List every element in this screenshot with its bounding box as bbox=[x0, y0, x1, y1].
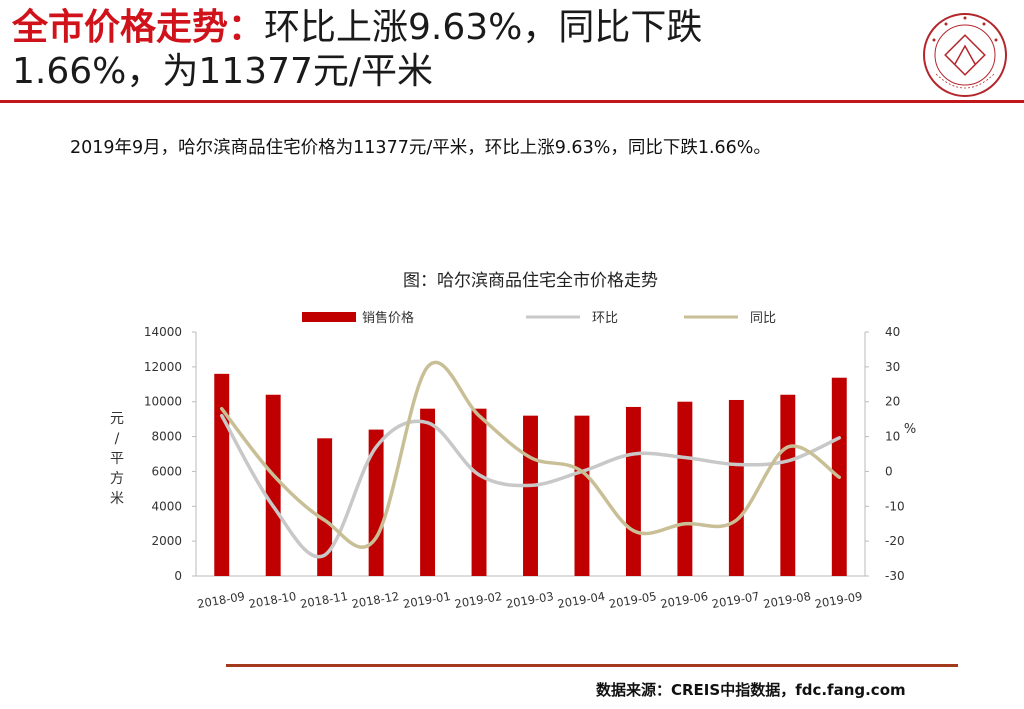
title-line2: 1.66%，为11377元/平米 bbox=[12, 51, 434, 92]
right-tick-label: 10 bbox=[885, 430, 900, 444]
right-tick-label: 20 bbox=[885, 395, 900, 409]
left-tick-label: 6000 bbox=[151, 464, 182, 478]
x-tick-label: 2019-05 bbox=[608, 589, 658, 611]
bar-sales-price bbox=[368, 429, 384, 576]
title-line1: 环比上涨9.63%，同比下跌 bbox=[264, 7, 703, 48]
left-tick-label: 14000 bbox=[144, 325, 182, 339]
x-tick-label: 2019-06 bbox=[659, 589, 709, 611]
page-title: 全市价格走势：环比上涨9.63%，同比下跌 1.66%，为11377元/平米 bbox=[12, 6, 872, 94]
china-index-academy-seal-icon bbox=[923, 13, 1007, 97]
right-tick-label: 0 bbox=[885, 464, 893, 478]
x-tick-label: 2018-12 bbox=[351, 589, 401, 611]
right-tick-label: -10 bbox=[885, 499, 905, 513]
x-tick-label: 2019-01 bbox=[402, 589, 452, 611]
x-tick-label: 2018-11 bbox=[299, 589, 349, 611]
data-source: 数据来源：CREIS中指数据，fdc.fang.com bbox=[596, 681, 906, 699]
left-tick-label: 4000 bbox=[151, 499, 182, 513]
left-tick-label: 10000 bbox=[144, 395, 182, 409]
summary-text: 2019年9月，哈尔滨商品住宅价格为11377元/平米，环比上涨9.63%，同比… bbox=[70, 138, 771, 158]
left-axis-title-char: 元 bbox=[110, 411, 124, 427]
chart-title: 图：哈尔滨商品住宅全市价格走势 bbox=[403, 271, 658, 291]
left-axis-title-char: 米 bbox=[110, 491, 124, 507]
left-tick-label: 12000 bbox=[144, 360, 182, 374]
left-tick-label: 2000 bbox=[151, 534, 182, 548]
x-tick-label: 2019-07 bbox=[711, 589, 761, 611]
bar-sales-price bbox=[317, 438, 333, 576]
right-tick-label: -20 bbox=[885, 534, 905, 548]
x-tick-label: 2019-09 bbox=[814, 589, 864, 611]
series-line-mom bbox=[219, 413, 842, 559]
left-tick-label: 0 bbox=[174, 569, 182, 583]
footer-divider bbox=[226, 664, 958, 667]
right-tick-label: 40 bbox=[885, 325, 900, 339]
x-tick-label: 2019-04 bbox=[556, 589, 606, 611]
x-tick-label: 2019-08 bbox=[762, 589, 812, 611]
bar-sales-price bbox=[574, 415, 590, 576]
title-highlight: 全市价格走势： bbox=[12, 7, 265, 48]
x-tick-label: 2019-02 bbox=[453, 589, 503, 611]
left-tick-label: 8000 bbox=[151, 430, 182, 444]
left-axis-title-char: 平 bbox=[110, 451, 124, 467]
legend-label-2: 同比 bbox=[750, 311, 776, 326]
bar-sales-price bbox=[677, 401, 693, 576]
bar-sales-price bbox=[780, 394, 796, 576]
right-tick-label: -30 bbox=[885, 569, 905, 583]
right-axis-title: % bbox=[904, 422, 916, 437]
legend-label-1: 环比 bbox=[592, 311, 618, 326]
bar-sales-price bbox=[728, 399, 744, 576]
legend-swatch-0 bbox=[302, 312, 356, 322]
x-tick-label: 2018-09 bbox=[196, 589, 246, 611]
bar-sales-price bbox=[214, 373, 230, 576]
bar-sales-price bbox=[420, 408, 436, 576]
bar-sales-price bbox=[471, 408, 487, 576]
left-axis-title-char: 方 bbox=[110, 471, 124, 487]
title-divider bbox=[0, 100, 1024, 103]
x-tick-label: 2018-10 bbox=[248, 589, 298, 611]
bar-sales-price bbox=[625, 406, 641, 576]
bar-sales-price bbox=[265, 394, 281, 576]
bar-sales-price bbox=[523, 415, 538, 576]
x-tick-label: 2019-03 bbox=[505, 589, 555, 611]
left-axis-title-char: / bbox=[115, 431, 120, 447]
series-line-yoy bbox=[219, 360, 842, 549]
legend-label-0: 销售价格 bbox=[362, 310, 414, 326]
right-tick-label: 30 bbox=[885, 360, 900, 374]
